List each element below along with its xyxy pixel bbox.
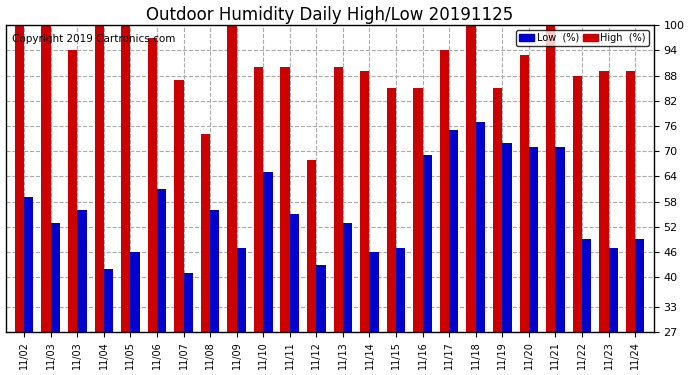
Bar bbox=[175, 80, 184, 332]
Bar bbox=[413, 88, 422, 332]
Bar bbox=[387, 88, 396, 332]
Bar bbox=[316, 264, 326, 332]
Bar bbox=[210, 210, 219, 332]
Bar bbox=[555, 147, 564, 332]
Bar bbox=[263, 172, 273, 332]
Bar bbox=[626, 71, 635, 332]
Bar bbox=[449, 130, 458, 332]
Text: Copyright 2019 Cartronics.com: Copyright 2019 Cartronics.com bbox=[12, 34, 175, 44]
Bar bbox=[440, 50, 449, 332]
Bar bbox=[50, 222, 60, 332]
Bar bbox=[95, 25, 103, 332]
Legend: Low  (%), High  (%): Low (%), High (%) bbox=[516, 30, 649, 46]
Bar bbox=[529, 147, 538, 332]
Title: Outdoor Humidity Daily High/Low 20191125: Outdoor Humidity Daily High/Low 20191125 bbox=[146, 6, 513, 24]
Bar bbox=[15, 25, 24, 332]
Bar bbox=[466, 25, 475, 332]
Bar bbox=[24, 197, 33, 332]
Bar bbox=[369, 252, 379, 332]
Bar bbox=[475, 122, 485, 332]
Bar bbox=[307, 159, 316, 332]
Bar bbox=[41, 25, 50, 332]
Bar bbox=[184, 273, 193, 332]
Bar bbox=[237, 248, 246, 332]
Bar bbox=[360, 71, 369, 332]
Bar bbox=[228, 25, 237, 332]
Bar bbox=[493, 88, 502, 332]
Bar bbox=[130, 252, 139, 332]
Bar bbox=[334, 67, 343, 332]
Bar bbox=[148, 38, 157, 332]
Bar bbox=[582, 239, 591, 332]
Bar bbox=[157, 189, 166, 332]
Bar bbox=[254, 67, 263, 332]
Bar bbox=[104, 269, 113, 332]
Bar bbox=[635, 239, 644, 332]
Bar bbox=[422, 155, 432, 332]
Bar bbox=[502, 143, 511, 332]
Bar bbox=[396, 248, 405, 332]
Bar bbox=[546, 25, 555, 332]
Bar bbox=[520, 54, 529, 332]
Bar bbox=[121, 25, 130, 332]
Bar bbox=[600, 71, 609, 332]
Bar bbox=[343, 222, 352, 332]
Bar bbox=[68, 50, 77, 332]
Bar bbox=[281, 67, 290, 332]
Bar bbox=[77, 210, 86, 332]
Bar bbox=[201, 134, 210, 332]
Bar bbox=[573, 75, 582, 332]
Bar bbox=[609, 248, 618, 332]
Bar bbox=[290, 214, 299, 332]
